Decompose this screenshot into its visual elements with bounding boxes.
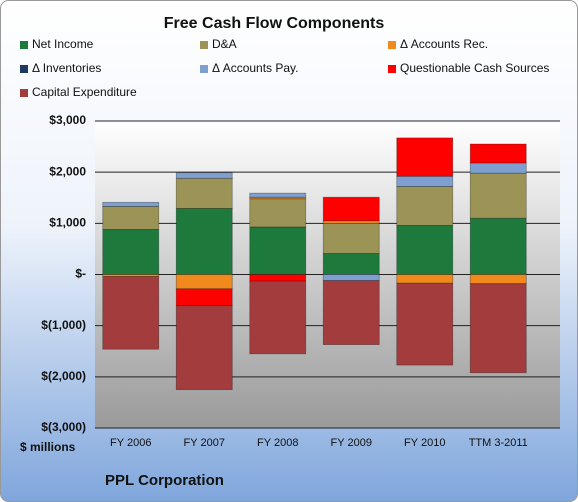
bar-segment [322,253,380,275]
x-tick-label: FY 2007 [184,437,225,449]
legend-label: Δ Inventories [32,61,101,75]
bar-segment [175,274,233,290]
footer: PPL Corporation [105,472,224,489]
y-tick-label: $2,000 [49,164,86,178]
x-tick-label: FY 2008 [257,437,298,449]
x-tick-label: FY 2006 [110,437,151,449]
bar-segment [322,196,380,222]
legend-swatch [388,41,396,49]
legend-swatch [20,89,28,97]
bar-segment [322,222,380,254]
legend-label: Δ Accounts Rec. [400,37,488,51]
legend-swatch [200,65,208,73]
bar-segment [102,206,160,230]
legend-swatch [388,65,396,73]
bar-segment [396,186,454,226]
legend-swatch [20,65,28,73]
y-tick-label: $(1,000) [41,318,86,332]
legend-label: Δ Accounts Pay. [212,61,299,75]
bar-segment [102,229,160,275]
bar-segment [322,280,380,345]
bar-segment [102,201,160,207]
bar-segment [175,288,233,307]
bar-segment [396,282,454,366]
legend-swatch [20,41,28,49]
bar-segment [249,280,307,355]
bar-segment [469,217,527,275]
bar-segment [469,143,527,164]
bar-segment [175,305,233,391]
bar-segment [175,208,233,275]
bar-segment [396,224,454,275]
bar-segment [102,276,160,350]
bar-segment [396,274,454,284]
y-tick-label: $1,000 [49,216,86,230]
bar-segment [249,274,307,282]
legend-label: Questionable Cash Sources [400,61,549,75]
bar-segment [396,137,454,177]
bar-segment [396,175,454,187]
bar-segment [322,274,380,282]
legend-label: Capital Expenditure [32,85,137,99]
legend-label: D&A [212,37,237,51]
bar-segment [249,198,307,228]
x-tick-label: TTM 3-2011 [469,437,528,449]
bar-segment [249,192,307,198]
bar-segment [469,274,527,285]
y-tick-label: $(3,000) [41,420,86,434]
bar-segment [469,162,527,174]
bar-segment [249,226,307,275]
legend-label: Net Income [32,37,94,51]
y-tick-label: $3,000 [49,113,86,127]
legend-swatch [200,41,208,49]
bar-segment [175,172,233,179]
bar-segment [175,177,233,209]
y-tick-label: $- [75,267,86,281]
bar-segment [469,283,527,374]
chart-title: Free Cash Flow Components [164,15,385,32]
x-tick-label: FY 2009 [331,437,372,449]
x-tick-label: FY 2010 [404,437,445,449]
y-axis-label: $ millions [20,440,76,454]
bar-segment [469,172,527,219]
y-tick-label: $(2,000) [41,369,86,383]
